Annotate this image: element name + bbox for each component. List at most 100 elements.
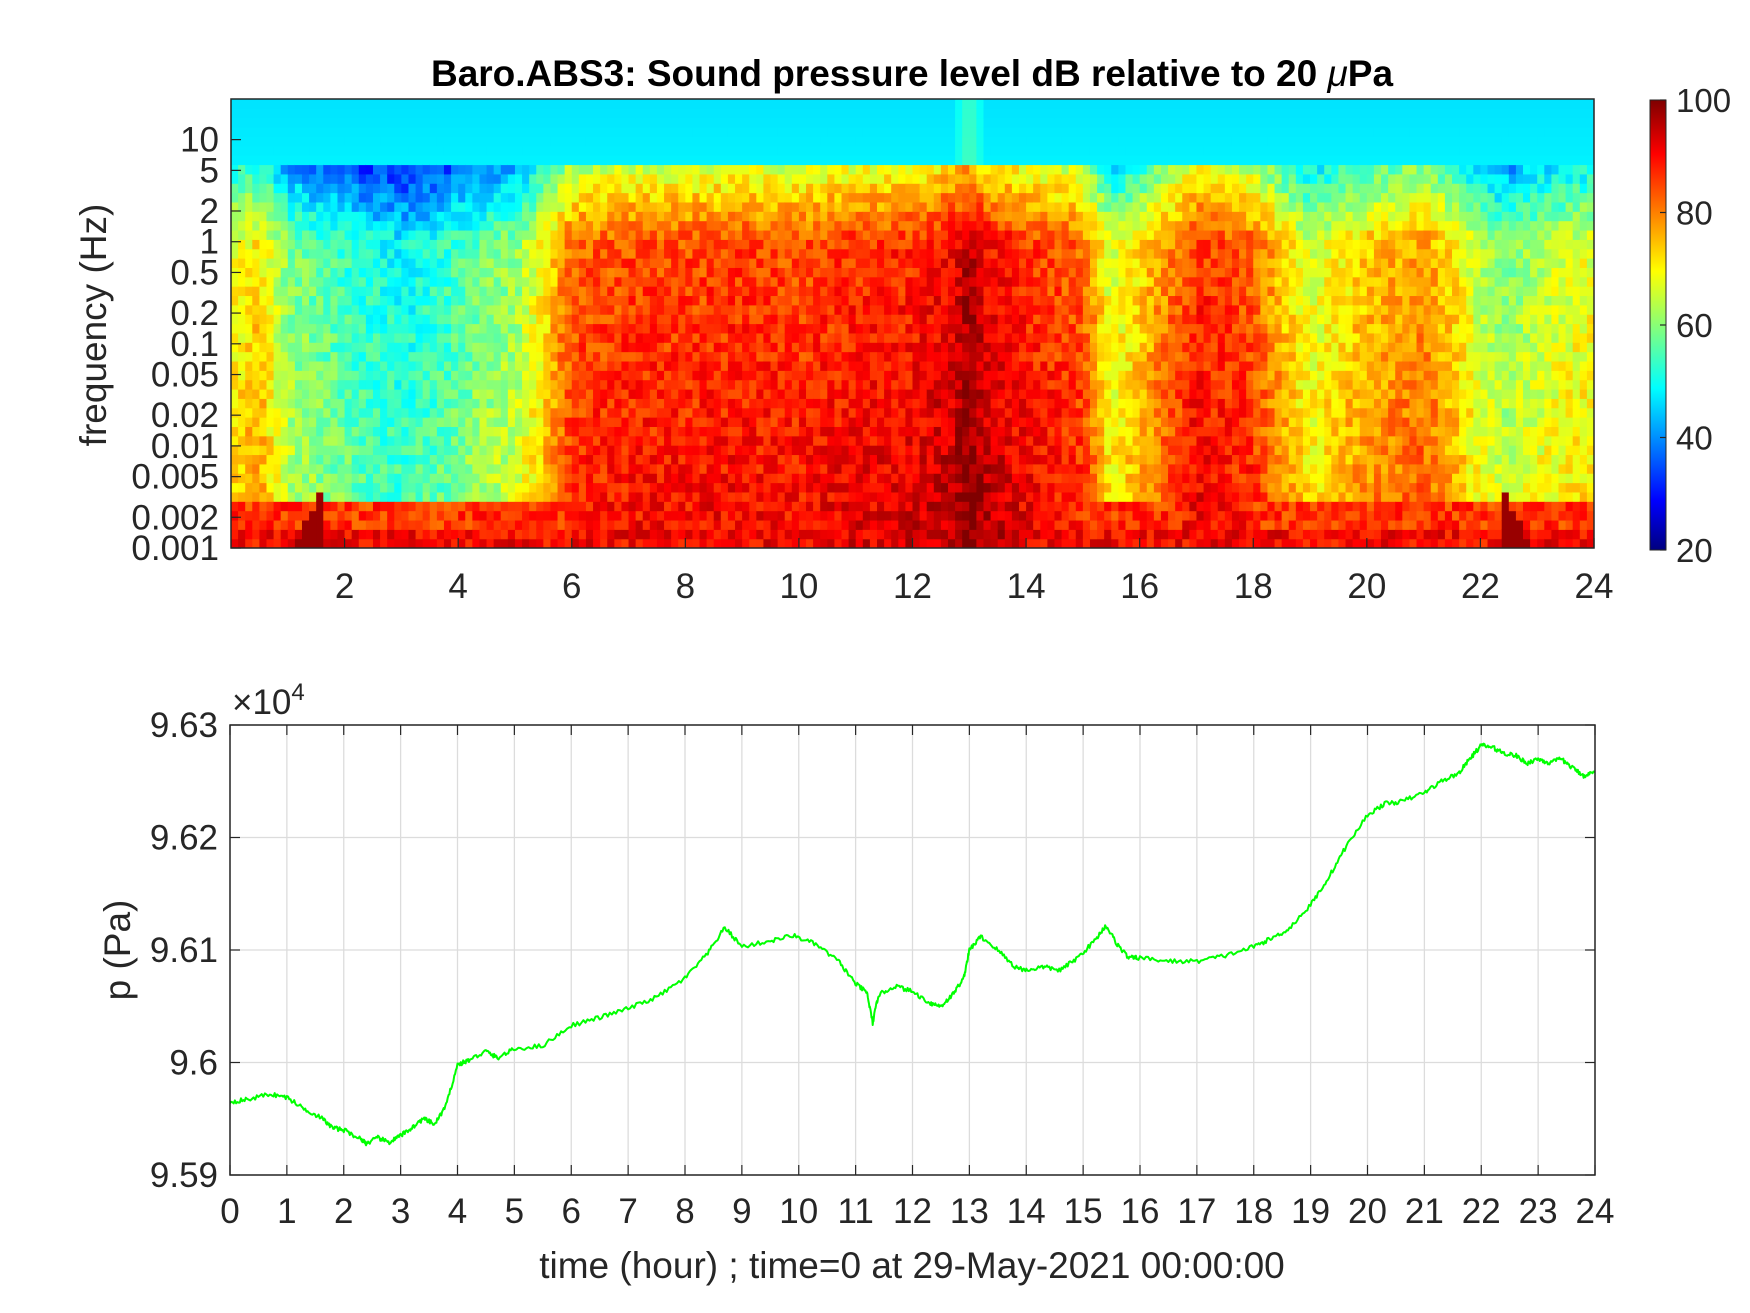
heatmap-cell <box>536 127 544 138</box>
heatmap-cell <box>372 173 381 184</box>
heatmap-cell <box>543 435 552 446</box>
heatmap-cell <box>656 136 665 147</box>
heatmap-cell <box>699 258 708 268</box>
heatmap-cell <box>436 248 445 259</box>
heatmap-cell <box>301 127 310 138</box>
heatmap-cell <box>614 351 623 362</box>
heatmap-cell <box>621 145 630 156</box>
heatmap-cell <box>266 463 275 474</box>
heatmap-cell <box>933 482 942 493</box>
heatmap-cell <box>415 183 424 194</box>
heatmap-cell <box>593 136 601 147</box>
heatmap-cell <box>649 304 658 315</box>
heatmap-cell <box>720 417 729 427</box>
heatmap-cell <box>777 145 786 156</box>
heatmap-cell <box>280 211 289 222</box>
heatmap-cell <box>955 314 963 325</box>
heatmap-cell <box>905 388 914 399</box>
heatmap-cell <box>351 99 360 109</box>
heatmap-cell <box>628 426 637 437</box>
heatmap-cell <box>280 445 289 456</box>
heatmap-cell <box>947 435 956 446</box>
heatmap-cell <box>912 370 921 381</box>
heatmap-cell <box>777 267 786 278</box>
heatmap-cell <box>784 201 793 212</box>
heatmap-cell <box>486 145 495 156</box>
heatmap-cell <box>252 510 260 521</box>
heatmap-cell <box>578 332 587 343</box>
heatmap-cell <box>656 388 665 399</box>
heatmap-cell <box>862 351 871 362</box>
heatmap-cell <box>798 445 807 456</box>
heatmap-cell <box>877 155 885 166</box>
heatmap-cell <box>266 398 275 409</box>
heatmap-cell <box>500 510 509 521</box>
heatmap-cell <box>919 304 928 315</box>
heatmap-cell <box>955 211 963 222</box>
heatmap-cell <box>422 426 431 437</box>
heatmap-cell <box>962 388 970 399</box>
heatmap-cell <box>529 454 537 465</box>
heatmap-cell <box>422 370 431 381</box>
heatmap-cell <box>869 342 878 353</box>
heatmap-cell <box>855 145 864 156</box>
heatmap-cell <box>287 379 296 390</box>
heatmap-cell <box>770 127 779 138</box>
heatmap-cell <box>607 173 615 184</box>
heatmap-cell <box>855 454 864 465</box>
heatmap-cell <box>706 99 715 109</box>
heatmap-cell <box>287 501 296 512</box>
heatmap-cell <box>316 351 324 362</box>
heatmap-cell <box>408 463 417 474</box>
heatmap-cell <box>536 398 544 409</box>
heatmap-cell <box>422 454 431 465</box>
heatmap-cell <box>806 136 814 147</box>
heatmap-cell <box>628 127 637 138</box>
heatmap-cell <box>358 370 367 381</box>
heatmap-cell <box>926 164 935 175</box>
heatmap-cell <box>231 426 239 437</box>
heatmap-cell <box>301 463 310 474</box>
heatmap-cell <box>401 314 410 325</box>
heatmap-cell <box>699 145 708 156</box>
heatmap-cell <box>777 370 786 381</box>
heatmap-cell <box>678 173 686 184</box>
heatmap-cell <box>493 267 502 278</box>
heatmap-cell <box>585 173 594 184</box>
heatmap-cell <box>287 164 296 175</box>
heatmap-cell <box>316 445 324 456</box>
heatmap-cell <box>664 229 672 240</box>
heatmap-cell <box>685 127 694 138</box>
heatmap-cell <box>834 117 843 128</box>
heatmap-cell <box>827 332 836 343</box>
heatmap-cell <box>365 398 374 409</box>
heatmap-cell <box>713 473 722 484</box>
heatmap-cell <box>962 519 970 530</box>
heatmap-cell <box>571 360 580 371</box>
heatmap-cell <box>699 108 708 119</box>
heatmap-cell <box>735 417 743 427</box>
heatmap-cell <box>600 267 608 278</box>
heatmap-cell <box>827 295 836 306</box>
heatmap-cell <box>337 463 346 474</box>
heatmap-cell <box>358 117 367 128</box>
heatmap-cell <box>280 155 289 166</box>
heatmap-cell <box>664 398 672 409</box>
heatmap-cell <box>415 304 424 315</box>
heatmap-cell <box>798 258 807 268</box>
heatmap-cell <box>877 417 885 427</box>
heatmap-cell <box>443 99 452 109</box>
heatmap-cell <box>621 529 630 540</box>
heatmap-cell <box>451 351 459 362</box>
heatmap-cell <box>791 323 800 334</box>
heatmap-cell <box>309 379 317 390</box>
heatmap-cell <box>699 314 708 325</box>
heatmap-cell <box>231 510 239 521</box>
heatmap-cell <box>316 379 324 390</box>
heatmap-cell <box>351 220 360 231</box>
heatmap-cell <box>869 155 878 166</box>
heatmap-cell <box>884 136 892 147</box>
heatmap-cell <box>770 510 779 521</box>
heatmap-cell <box>798 164 807 175</box>
heatmap-cell <box>614 211 623 222</box>
